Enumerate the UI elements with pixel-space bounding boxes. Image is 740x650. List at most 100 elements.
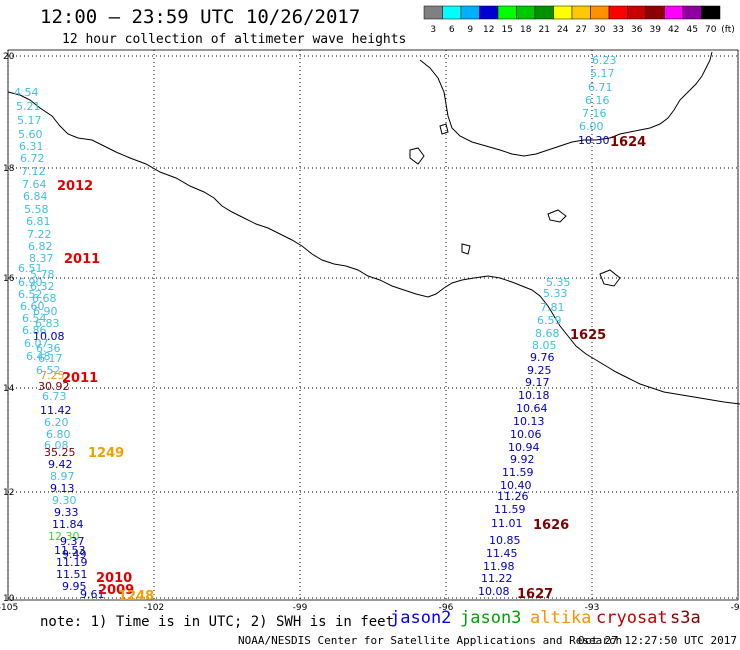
wave-height-value: 5.58 <box>24 203 49 216</box>
colorbar-label: 36 <box>631 25 643 35</box>
colorbar-label: 70 <box>705 25 717 35</box>
wave-height-value: 5.78 <box>30 268 55 281</box>
wave-height-value: 7.12 <box>21 165 46 178</box>
colorbar-label: 42 <box>668 25 679 35</box>
wave-height-value: 11.98 <box>483 560 515 573</box>
pass-time-label: 2009 <box>98 583 134 598</box>
wave-height-value: 6.90 <box>18 276 43 289</box>
wave-height-value: 6.31 <box>19 140 44 153</box>
wave-height-value: 10.94 <box>508 441 540 454</box>
lon-tick-label: -105 <box>0 603 18 612</box>
wave-height-value: 9.61 <box>80 588 105 601</box>
pass-time-label: 2011 <box>64 252 100 267</box>
wave-height-value: 5.33 <box>543 287 568 300</box>
pass-time-label: 1624 <box>610 135 646 150</box>
colorbar-label: 18 <box>520 25 532 35</box>
lon-tick-label: -90 <box>731 603 740 612</box>
colorbar-label: 24 <box>557 25 569 35</box>
wave-height-value: 6.20 <box>44 416 69 429</box>
satellite-jason3: jason3 <box>460 608 522 628</box>
wave-height-value: 4.54 <box>14 86 39 99</box>
wave-height-value: 11.51 <box>56 568 88 581</box>
map-title: 12:00 — 23:59 UTC 10/26/2017 <box>40 6 361 28</box>
satellite-cryosat: cryosat <box>596 608 668 628</box>
wave-height-value: 8.37 <box>29 252 54 265</box>
lat-tick-label: 10 <box>3 594 15 604</box>
wave-height-value: 9.49 <box>62 548 87 561</box>
satellite-s3a: s3a <box>670 608 701 628</box>
wave-height-value: 6.32 <box>30 280 55 293</box>
wave-height-value: 6.86 <box>22 324 47 337</box>
wave-height-value: 9.42 <box>48 458 73 471</box>
colorbar-label: 6 <box>449 25 455 35</box>
wave-height-value: 11.26 <box>497 490 529 503</box>
island-3 <box>599 269 621 287</box>
wave-height-value: 9.92 <box>510 453 535 466</box>
wave-height-value: 6.81 <box>26 215 51 228</box>
wave-height-value: 11.42 <box>40 404 72 417</box>
wave-height-value: 7.25 <box>40 369 65 382</box>
wave-height-value: 9.25 <box>527 364 552 377</box>
wave-height-value: 6.00 <box>579 120 604 133</box>
colorbar-label: 27 <box>576 25 587 35</box>
wave-height-value: 5.21 <box>16 100 41 113</box>
wave-height-value: 11.19 <box>56 556 88 569</box>
map-subtitle: 12 hour collection of altimeter wave hei… <box>62 32 407 47</box>
colorbar-label: 21 <box>539 25 550 35</box>
wave-height-value: 6.54 <box>22 312 47 325</box>
wave-height-value: 9.30 <box>52 494 77 507</box>
wave-height-value: 6.80 <box>46 428 71 441</box>
grid-lines <box>7 49 739 601</box>
lon-tick-label: -99 <box>293 603 308 612</box>
wave-height-value: 6.48 <box>26 350 51 363</box>
wave-height-value: 11.84 <box>52 518 84 531</box>
island-4 <box>439 123 449 135</box>
colorbar-label: 12 <box>483 25 494 35</box>
pass-time-label: 1625 <box>570 328 606 343</box>
colorbar-label: 3 <box>430 25 436 35</box>
wave-height-value: 8.05 <box>532 339 557 352</box>
wave-height-value: 10.64 <box>516 402 548 415</box>
pass-time-label: 1626 <box>533 518 569 533</box>
wave-height-value: 10.40 <box>500 479 532 492</box>
swath-west: 4.545.215.175.606.316.727.127.646.845.58… <box>14 86 105 601</box>
wave-height-map: 4.545.215.175.606.316.727.127.646.845.58… <box>0 49 740 612</box>
credit-line: NOAA/NESDIS Center for Satellite Applica… <box>238 634 623 647</box>
wave-height-value: 7.22 <box>27 228 52 241</box>
wave-height-value: 6.71 <box>588 81 613 94</box>
wave-height-value: 6.83 <box>35 317 60 330</box>
wave-height-value: 6.52 <box>18 288 43 301</box>
wave-height-value: 6.68 <box>32 292 57 305</box>
wave-height-value: 9.95 <box>62 580 87 593</box>
wave-height-value: 8.97 <box>50 470 75 483</box>
wave-height-value: 6.07 <box>24 337 49 350</box>
island-2 <box>547 209 567 223</box>
wave-height-value: 11.59 <box>502 466 534 479</box>
wave-height-value: 11.59 <box>494 503 526 516</box>
wave-height-value: 7.81 <box>540 301 565 314</box>
wave-height-value: 6.51 <box>18 262 43 275</box>
wave-height-value: 6.16 <box>585 94 610 107</box>
axis-labels: -105 -102 -99 -96 -93 -90 20 18 16 14 12 10 <box>0 52 740 612</box>
wave-height-value: 10.06 <box>510 428 542 441</box>
lat-tick-label: 16 <box>3 274 15 284</box>
wave-height-value: 6.17 <box>38 352 63 365</box>
pass-time-label: 2011 <box>62 371 98 386</box>
colorbar-label: 33 <box>613 25 624 35</box>
pass-time-label: 1249 <box>88 446 124 461</box>
wave-height-value: 35.25 <box>44 446 76 459</box>
pass-time-label: 1627 <box>517 587 553 602</box>
colorbar-swatch <box>701 5 721 20</box>
pass-time-label: 2012 <box>57 179 93 194</box>
pass-time-label: 2010 <box>96 571 132 586</box>
colorbar-label: 39 <box>650 25 662 35</box>
wave-height-value: 10.08 <box>33 330 65 343</box>
gulf-coastline <box>419 51 713 157</box>
wave-height-value: 5.17 <box>590 67 615 80</box>
island-5 <box>461 243 471 255</box>
wave-height-value: 8.68 <box>535 327 560 340</box>
wave-height-value: 10.13 <box>513 415 545 428</box>
lat-tick-label: 14 <box>3 384 15 394</box>
wave-height-value: 6.84 <box>23 190 48 203</box>
wave-height-value: 10.08 <box>478 585 510 598</box>
